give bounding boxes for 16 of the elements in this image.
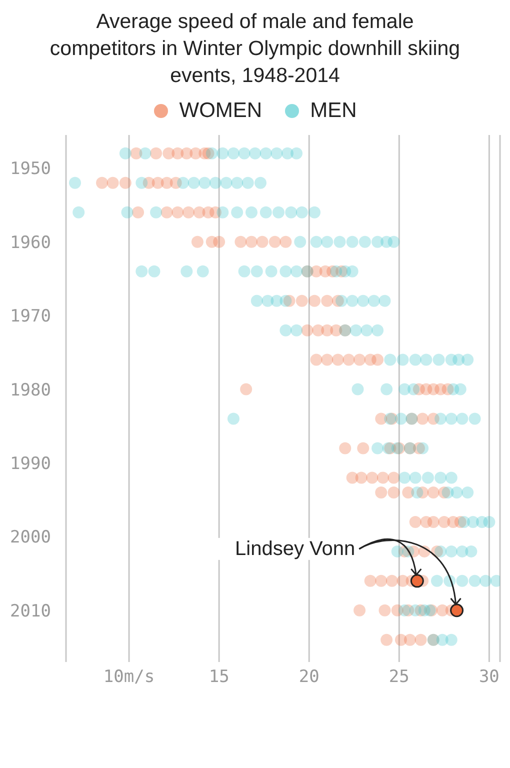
x-tick-label: 30: [478, 667, 500, 688]
y-tick-label: 1950: [10, 159, 51, 180]
x-tick-label: 10m/s: [103, 667, 155, 688]
annotation: Lindsey Vonn: [235, 538, 356, 560]
chart-title: Average speed of male and female competitors in Winter Olympic downhill skiing events, 1948-2014: [48, 9, 462, 89]
legend-label: WOMEN: [179, 99, 262, 123]
y-tick-label: 1970: [10, 306, 51, 327]
legend-label: MEN: [310, 99, 357, 123]
x-tick-label: 15: [208, 667, 230, 688]
x-tick-label: 20: [298, 667, 320, 688]
y-tick-label: 2010: [10, 601, 51, 622]
y-tick-label: 1990: [10, 454, 51, 474]
y-tick-label: 1980: [10, 380, 51, 400]
y-tick-label: 1960: [10, 232, 51, 253]
y-tick-label: 2000: [10, 528, 51, 548]
x-tick-label: 25: [388, 667, 410, 688]
